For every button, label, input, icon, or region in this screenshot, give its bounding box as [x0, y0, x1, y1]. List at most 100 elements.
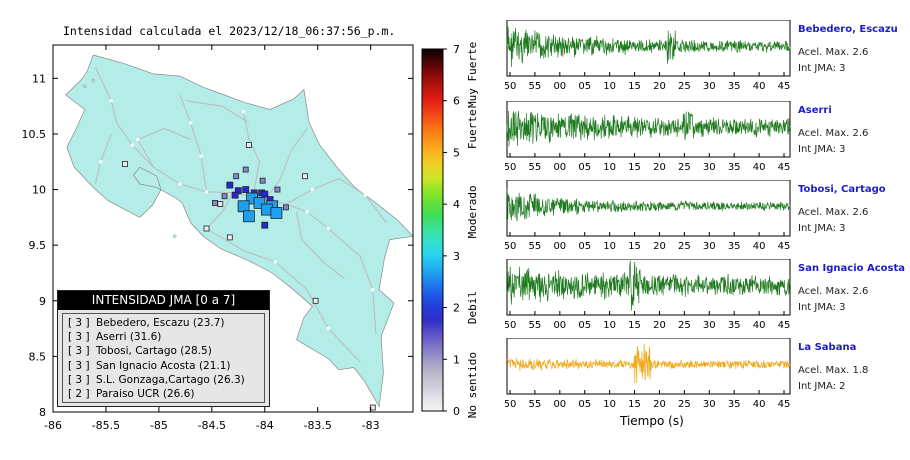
road-0	[94, 66, 274, 206]
time-tick-label: 30	[703, 81, 716, 92]
map-axes: -86 -85.5 -85 -84.5 -84 -83.5 -83 11 10.5 10 9.5 9 8…	[22, 44, 414, 432]
time-tick-label: 30	[703, 320, 716, 331]
time-tick-label: 05	[578, 320, 591, 331]
legend-row: [ 3 ] Tobosi, Cartago (28.5)	[68, 345, 212, 357]
x-tick-label: -85.5	[92, 419, 120, 432]
station-name: Bebedero, Escazu	[798, 24, 898, 35]
legend-station: Paraiso UCR (26.6)	[96, 388, 195, 400]
island	[173, 234, 177, 239]
colorbar-label: Debil	[466, 291, 479, 324]
station-name: San Ignacio Acosta	[798, 263, 906, 274]
waveform-xlabel: Tiempo (s)	[620, 414, 684, 428]
time-tick-label: 05	[578, 162, 591, 173]
station-jma: Int JMA: 3	[798, 144, 846, 155]
time-tick-label: 55	[529, 81, 542, 92]
time-tick-label: 25	[678, 241, 691, 252]
road-10	[185, 100, 250, 124]
time-tick-label: 35	[728, 81, 741, 92]
time-tick-label: 45	[778, 399, 791, 410]
time-tick-label: 05	[578, 241, 591, 252]
station-point-17	[242, 186, 250, 193]
time-tick-label: 25	[678, 162, 691, 173]
colorbar-label: Fuerte	[466, 109, 479, 149]
station-accel: Acel. Max. 2.6	[798, 207, 869, 218]
station-point-13	[283, 204, 289, 211]
town-4	[305, 210, 309, 214]
colorbar-scale	[421, 48, 444, 412]
station-point-21	[226, 181, 234, 189]
time-tick-label: 00	[553, 81, 566, 92]
time-tick-label: 40	[753, 241, 766, 252]
station-accel: Acel. Max. 1.8	[798, 365, 869, 376]
waveform-trace	[506, 260, 791, 311]
time-tick-label: 40	[753, 162, 766, 173]
time-tick-label: 50	[505, 81, 516, 92]
y-tick-label: 10	[32, 184, 46, 197]
time-tick-label: 10	[603, 162, 616, 173]
station-jma: Int JMA: 3	[798, 302, 846, 313]
waveform-panel-1: 50 55 00 05 10 15 20 25 30 35 40 45	[505, 101, 791, 173]
y-tick-label: 9	[39, 295, 46, 308]
time-tick-label: 30	[703, 162, 716, 173]
town-11	[99, 160, 103, 164]
town-2	[178, 182, 182, 186]
time-tick-label: 20	[653, 81, 666, 92]
station-point-22	[261, 221, 269, 229]
time-tick-label: 30	[703, 399, 716, 410]
time-tick-label: 40	[753, 320, 766, 331]
time-tick-label: 50	[505, 399, 516, 410]
town-1	[130, 143, 134, 147]
time-tick-label: 50	[505, 162, 516, 173]
time-tick-label: 25	[678, 81, 691, 92]
station-point-18	[261, 190, 269, 198]
station-name: Tobosi, Cartago	[798, 184, 886, 195]
time-tick-label: 35	[728, 320, 741, 331]
town-15	[136, 138, 140, 142]
legend-row: [ 3 ] San Ignacio Acosta (21.1)	[68, 360, 231, 372]
station-point-11	[259, 177, 266, 184]
road-7	[136, 127, 191, 168]
station-info: Acel. Max. 2.6 Int JMA: 3	[798, 126, 868, 158]
station-point-14	[212, 200, 218, 206]
y-tick-label: 10.5	[22, 128, 47, 141]
time-tick-label: 10	[603, 241, 616, 252]
station-jma: Int JMA: 3	[798, 223, 846, 234]
colorbar-tick-label: 1	[453, 353, 460, 366]
island	[91, 78, 95, 83]
time-tick-label: 30	[703, 241, 716, 252]
legend-station: Aserri (31.6)	[96, 331, 162, 344]
station-accel: Acel. Max. 2.6	[798, 47, 869, 58]
colorbar-tick-label: 5	[453, 146, 460, 159]
station-info: Acel. Max. 2.6 Int JMA: 3	[798, 205, 868, 237]
legend-station: Tobosi, Cartago (28.5)	[96, 345, 212, 358]
time-tick-label: 10	[603, 399, 616, 410]
time-tick-label: 10	[603, 81, 616, 92]
time-tick-label: 55	[529, 399, 542, 410]
colorbar: 0 1 2 3 4 5 6 7 No sentido Debil Moderado FuerteMuy…	[421, 42, 479, 418]
station-point-4	[226, 234, 233, 241]
time-tick-label: 15	[628, 241, 641, 252]
time-tick-label: 05	[578, 81, 591, 92]
station-point-12	[274, 186, 281, 193]
town-8	[326, 227, 330, 230]
time-tick-label: 35	[728, 162, 741, 173]
colorbar-tick-label: 6	[453, 95, 460, 108]
town-5	[363, 193, 367, 197]
station-accel: Acel. Max. 2.6	[798, 286, 869, 297]
station-point-27	[237, 200, 250, 213]
road-9	[296, 211, 345, 279]
station-point-29	[242, 210, 255, 223]
time-tick-label: 20	[653, 399, 666, 410]
legend-station: San Ignacio Acosta (21.1)	[96, 359, 231, 372]
station-info: Acel. Max. 2.6 Int JMA: 3	[798, 284, 868, 316]
map-title: Intensidad calculada el 2023/12/18_06:37…	[63, 24, 396, 38]
time-tick-label: 35	[728, 241, 741, 252]
colorbar-label: Moderado	[466, 185, 479, 238]
time-tick-label: 10	[603, 320, 616, 331]
time-tick-label: 45	[778, 162, 791, 173]
time-tick-label: 45	[778, 320, 791, 331]
station-point-8	[221, 193, 228, 200]
island	[83, 84, 87, 88]
x-tick-label: -84.5	[198, 419, 226, 432]
